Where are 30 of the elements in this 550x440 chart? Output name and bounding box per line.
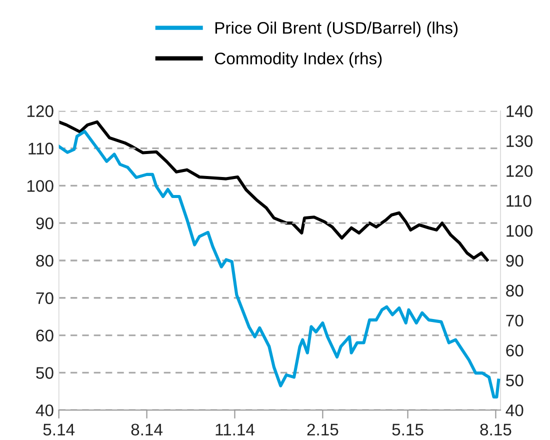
y-tick-label: 60 [36, 330, 54, 342]
y2-tick-label: 70 [506, 314, 524, 327]
y-tick-label: 90 [36, 217, 54, 230]
y2-tick-label: 130 [506, 135, 533, 148]
y2-tick-label: 120 [506, 165, 533, 177]
legend-label: Commodity Index (rhs) [214, 52, 382, 68]
y-tick-label: 40 [36, 404, 54, 416]
y2-tick-label: 50 [506, 374, 524, 386]
y-tick-label: 100 [27, 180, 54, 192]
legend-label: Price Oil Brent (USD/Barrel) (lhs) [215, 22, 458, 38]
y-tick-label: 110 [28, 142, 54, 154]
y2-tick-label: 100 [506, 224, 533, 237]
x-tick-label: 2.15 [307, 424, 338, 436]
x-tick-label: 8.14 [131, 424, 163, 436]
y2-tick-label: 90 [506, 254, 524, 267]
y2-tick-label: 40 [506, 404, 524, 416]
y-tick-label: 50 [36, 367, 54, 379]
y2-tick-label: 110 [506, 195, 532, 207]
y2-tick-label: 60 [506, 344, 524, 356]
y-tick-label: 80 [36, 254, 54, 267]
x-tick-label: 5.15 [392, 424, 424, 436]
y2-tick-label: 80 [506, 284, 524, 297]
x-tick-label: 11.14 [216, 424, 254, 436]
y-tick-label: 120 [27, 105, 54, 118]
x-tick-label: 5.14 [43, 424, 75, 436]
y2-tick-label: 140 [506, 105, 533, 118]
line-series [58, 130, 500, 399]
y-tick-label: 70 [36, 292, 54, 304]
x-tick-label: 8.15 [480, 424, 512, 436]
line-series [58, 120, 489, 262]
